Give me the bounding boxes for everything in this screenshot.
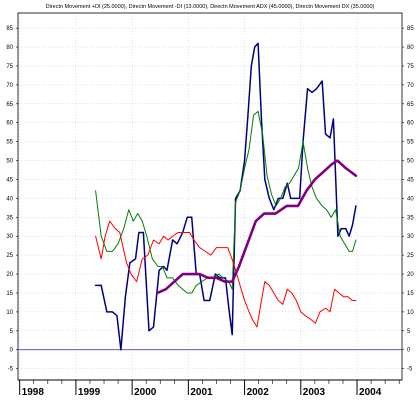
y-tick-label: 5 [10,329,14,335]
x-axis: 1998 1999 2000 2001 2002 2003 2004 [19,380,400,398]
y-tick-label: 70 [407,83,414,89]
x-tick-label: 2001 [190,387,213,398]
y-tick-label: 50 [6,159,13,165]
series-line-1 [94,42,357,351]
y-tick-label: 10 [407,310,414,316]
y-tick-label: 35 [407,215,414,221]
x-tick-label: 2003 [303,387,326,398]
y-tick-label: 65 [407,102,414,108]
y-axis-left: -5 0 5 10 15 20 25 30 35 40 45 50 55 60 65 70 75 80 85 [6,26,18,373]
y-tick-label: -5 [8,367,14,373]
x-tick-label: 1999 [78,387,101,398]
y-tick-label: 45 [6,177,13,183]
x-tick-label: 2000 [134,387,157,398]
plot-border [17,12,403,381]
chart-title: Directn Movement +DI (25.0000), Directn … [46,4,375,10]
y-tick-label: 25 [407,253,414,259]
grid [18,13,402,380]
y-tick-label: 35 [6,215,13,221]
plot-frame [17,12,403,381]
y-tick-label: 40 [407,196,414,202]
x-tick-label: 1998 [22,387,45,398]
y-tick-label: 50 [407,159,414,165]
y-tick-label: 60 [407,121,414,127]
y-tick-label: 75 [6,64,13,70]
y-tick-label: 30 [6,234,13,240]
y-tick-label: 85 [6,26,13,32]
series-lines [94,42,358,351]
y-tick-label: 15 [407,291,414,297]
y-tick-label: 15 [6,291,13,297]
y-tick-label: 70 [6,83,13,89]
series-line-3 [95,220,357,328]
x-tick-label: 2002 [247,387,270,398]
y-tick-label: 75 [407,64,414,70]
y-tick-label: 45 [407,177,414,183]
x-tick-label: 2004 [359,387,382,398]
y-tick-label: 85 [407,26,414,32]
y-axis-right: -5 0 5 10 15 20 25 30 35 40 45 50 55 60 65 70 75 80 85 [402,26,414,373]
y-tick-label: 0 [10,348,14,354]
y-tick-label: 55 [407,140,414,146]
series-line-2 [95,110,357,294]
y-tick-label: 20 [6,272,13,278]
y-tick-label: 80 [6,45,13,51]
series-line-4 [156,159,358,295]
y-tick-label: 5 [407,329,411,335]
y-tick-label: 0 [407,348,411,354]
y-tick-label: 65 [6,102,13,108]
y-tick-label: 60 [6,121,13,127]
y-tick-label: 80 [407,45,414,51]
y-tick-label: 20 [407,272,414,278]
y-tick-label: 25 [6,253,13,259]
y-tick-label: 30 [407,234,414,240]
y-tick-label: 55 [6,140,13,146]
y-tick-label: 40 [6,196,13,202]
y-tick-label: -5 [407,367,413,373]
y-tick-label: 10 [6,310,13,316]
